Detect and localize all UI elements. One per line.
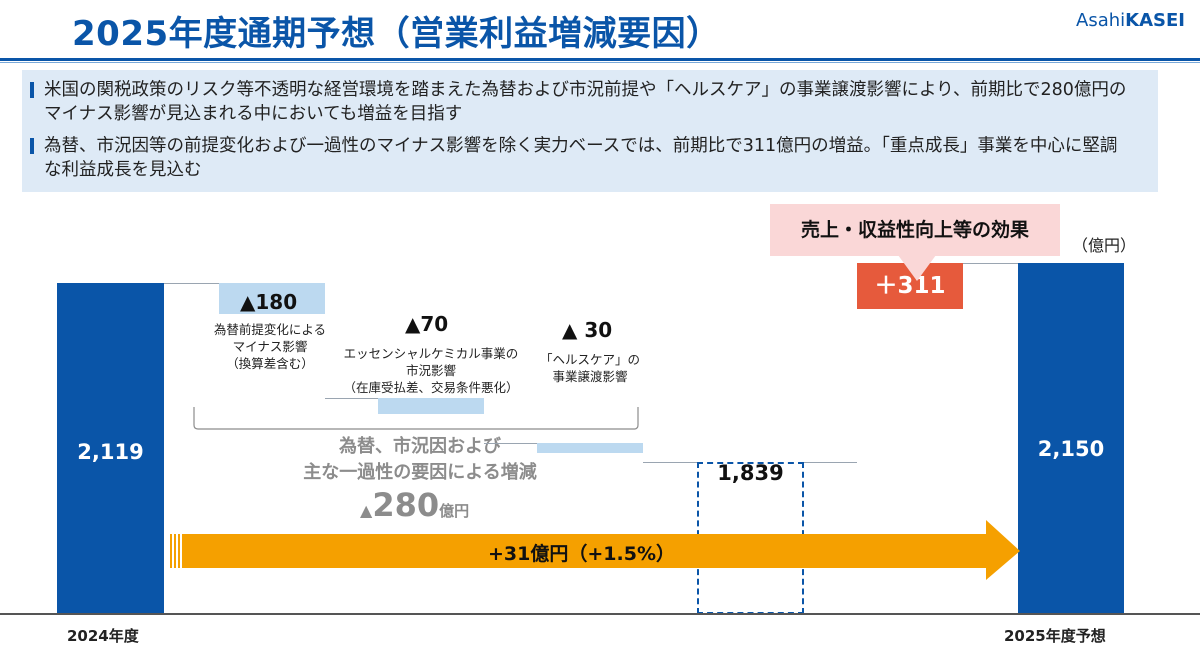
total-change-arrow [170,520,1020,580]
group-bracket [193,407,639,430]
x-label-2024: 2024年度 [67,627,139,645]
group-total-prefix: ▲ [360,501,373,520]
connector-2 [325,398,378,400]
logo-suffix: KASEI [1125,10,1185,31]
bar-2025-forecast [1018,263,1124,614]
bar-2024 [57,283,164,614]
summary-box: 米国の関税政策のリスク等不透明な経営環境を踏まえた為替および市況前提や「ヘルスケ… [22,70,1158,192]
page-title: 2025年度通期予想（営業利益増減要因） [72,14,721,54]
group-label-line2: 主な一過性の要因による増減 [303,462,537,483]
group-total-value: 280 [372,486,440,524]
unit-label: （億円） [1072,236,1137,255]
neg-bar-market [378,398,484,415]
bar-2025-value: 2,150 [1037,437,1105,461]
connector-5 [804,462,857,464]
group-label: 為替、市況因および 主な一過性の要因による増減 [300,434,540,486]
neg-desc-fx-line1: 為替前提変化による [213,322,327,337]
connector-4 [643,462,697,464]
logo-prefix: Asahi [1076,10,1126,31]
neg-label-fx: ▲180 [240,290,298,314]
company-logo: AsahiKASEI [1076,10,1185,31]
x-label-2025: 2025年度予想 [1004,627,1106,645]
neg-label-healthcare: ▲ 30 [562,318,613,342]
callout-growth: 売上・収益性向上等の効果 [770,204,1060,256]
callout-pointer [898,255,936,281]
bar-subtotal-value: 1,839 [717,461,784,485]
neg-desc-healthcare: 「ヘルスケア」の 事業譲渡影響 [520,351,660,385]
neg-desc-market-line3: （在庫受払差、交易条件悪化） [343,380,519,395]
group-total: ▲280億円 [360,486,469,524]
connector-6 [963,263,1018,265]
pos-label: ＋311 [874,273,946,300]
neg-bar-fx [219,283,325,315]
x-axis [0,613,1200,615]
neg-label-market: ▲70 [405,312,449,336]
group-label-line1: 為替、市況因および [339,436,501,457]
neg-bar-healthcare [537,443,643,454]
summary-bullet-2: 為替、市況因等の前提変化および一過性のマイナス影響を除く実力ベースでは、前期比で… [30,134,1134,182]
neg-desc-fx: 為替前提変化による マイナス影響 （換算差含む） [190,321,350,372]
summary-bullet-1: 米国の関税政策のリスク等不透明な経営環境を踏まえた為替および市況前提や「ヘルスケ… [30,78,1134,126]
bar-2024-value: 2,119 [77,440,144,464]
neg-desc-fx-line2: マイナス影響 [232,339,308,354]
total-change-label: +31億円（+1.5%） [488,543,675,565]
connector-1 [164,283,219,284]
header-divider-thin [0,62,1200,63]
header-divider [0,58,1200,61]
neg-desc-fx-line3: （換算差含む） [226,356,314,371]
neg-desc-market-line2: 市況影響 [405,363,456,378]
neg-desc-market: エッセンシャルケミカル事業の 市況影響 （在庫受払差、交易条件悪化） [331,345,531,396]
neg-desc-healthcare-line2: 事業譲渡影響 [552,369,628,384]
connector-3 [484,443,537,444]
group-total-unit: 億円 [439,502,470,520]
neg-desc-market-line1: エッセンシャルケミカル事業の [343,346,519,361]
neg-desc-healthcare-line1: 「ヘルスケア」の [539,352,640,367]
